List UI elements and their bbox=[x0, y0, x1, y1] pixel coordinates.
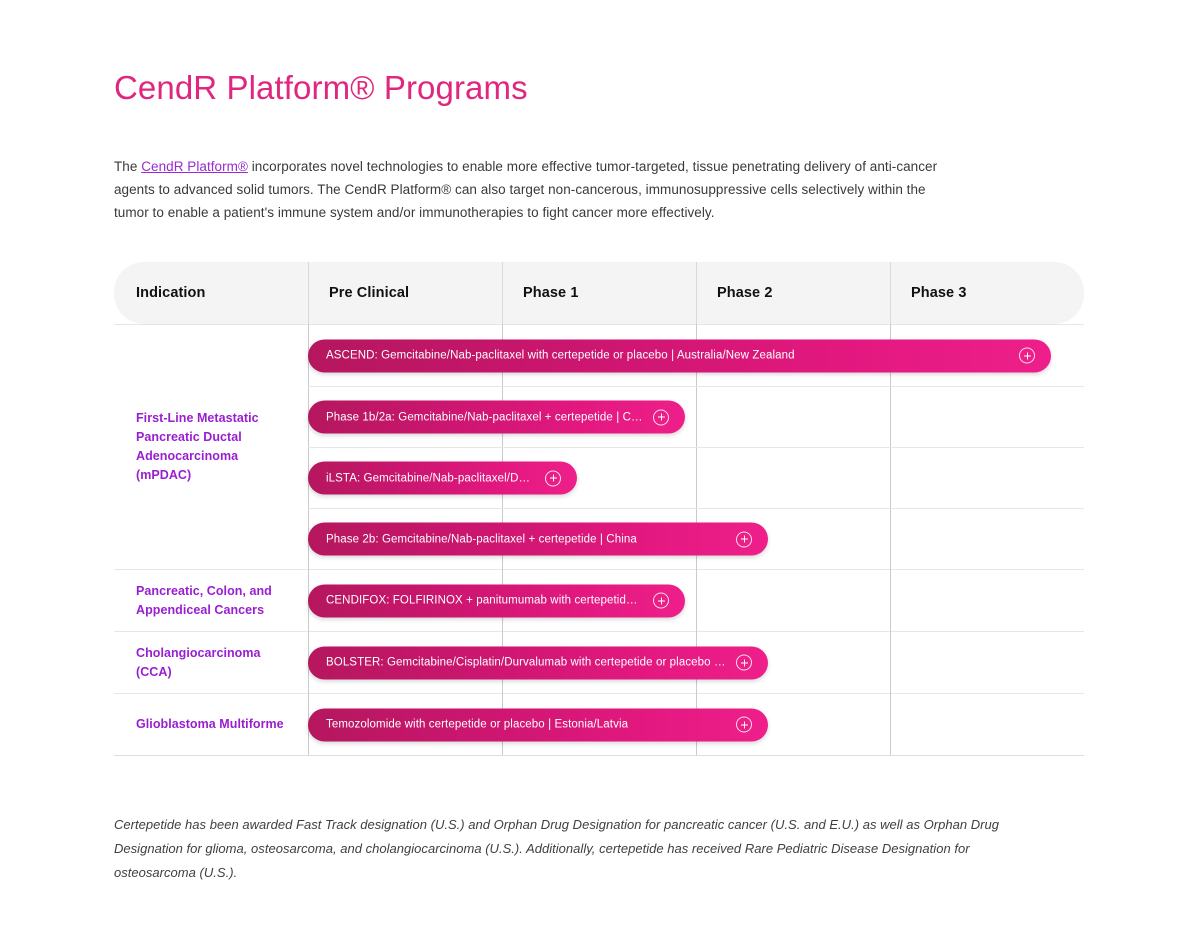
trial-label: iLSTA: Gemcitabine/Nab-paclitaxel/Dur… bbox=[326, 472, 541, 484]
column-header-phase-1-label: Phase 1 bbox=[523, 285, 579, 301]
indication-label: Cholangiocarcinoma (CCA) bbox=[136, 645, 261, 679]
trial-bar[interactable]: iLSTA: Gemcitabine/Nab-paclitaxel/Dur… bbox=[308, 461, 578, 495]
trial-subrow: ASCEND: Gemcitabine/Nab-paclitaxel with … bbox=[308, 325, 1084, 386]
trial-bar[interactable]: BOLSTER: Gemcitabine/Cisplatin/Durvaluma… bbox=[308, 646, 769, 679]
pipeline-body: First-Line Metastatic Pancreatic Ductal … bbox=[114, 324, 1084, 756]
indication-cell: First-Line Metastatic Pancreatic Ductal … bbox=[114, 325, 308, 569]
trial-label: Phase 1b/2a: Gemcitabine/Nab-paclitaxel … bbox=[326, 411, 643, 423]
column-header-pre-clinical: Pre Clinical bbox=[308, 262, 502, 324]
intro-text-before-link: The bbox=[114, 158, 142, 174]
trial-bar[interactable]: ASCEND: Gemcitabine/Nab-paclitaxel with … bbox=[308, 339, 1052, 372]
trial-subrow: BOLSTER: Gemcitabine/Cisplatin/Durvaluma… bbox=[308, 632, 1084, 693]
trial-label: ASCEND: Gemcitabine/Nab-paclitaxel with … bbox=[326, 349, 795, 362]
trial-subrow: Phase 2b: Gemcitabine/Nab-paclitaxel + c… bbox=[308, 508, 1084, 569]
cendr-platform-link[interactable]: CendR Platform® bbox=[141, 158, 248, 174]
column-header-phase-2: Phase 2 bbox=[696, 262, 890, 324]
indication-cell: Cholangiocarcinoma (CCA) bbox=[114, 632, 308, 693]
indication-label: First-Line Metastatic Pancreatic Ductal … bbox=[136, 411, 259, 482]
trial-label: BOLSTER: Gemcitabine/Cisplatin/Durvaluma… bbox=[326, 656, 726, 669]
page-title: CendR Platform® Programs bbox=[114, 69, 528, 107]
plus-circle-icon[interactable] bbox=[736, 716, 753, 733]
trial-subrow: iLSTA: Gemcitabine/Nab-paclitaxel/Dur… bbox=[308, 447, 1084, 508]
pipeline-table: Indication Pre Clinical Phase 1 Phase 2 … bbox=[114, 262, 1084, 756]
plus-circle-icon[interactable] bbox=[736, 531, 753, 547]
indication-label: Pancreatic, Colon, and Appendiceal Cance… bbox=[136, 583, 272, 617]
column-header-phase-2-label: Phase 2 bbox=[717, 285, 773, 301]
trial-bars-cell: ASCEND: Gemcitabine/Nab-paclitaxel with … bbox=[308, 325, 1084, 569]
column-header-pre-clinical-label: Pre Clinical bbox=[329, 285, 410, 301]
plus-circle-icon[interactable] bbox=[653, 592, 670, 609]
trial-bars-cell: Temozolomide with certepetide or placebo… bbox=[308, 694, 1084, 755]
indication-label: Glioblastoma Multiforme bbox=[136, 717, 284, 731]
column-divider-4 bbox=[890, 324, 891, 755]
footnote-text: Certepetide has been awarded Fast Track … bbox=[114, 817, 999, 880]
trial-bar[interactable]: CENDIFOX: FOLFIRINOX + panitumumab with … bbox=[308, 584, 686, 617]
indication-cell: Pancreatic, Colon, and Appendiceal Cance… bbox=[114, 570, 308, 631]
column-header-indication: Indication bbox=[114, 262, 308, 324]
trial-label: Phase 2b: Gemcitabine/Nab-paclitaxel + c… bbox=[326, 533, 637, 545]
plus-circle-icon[interactable] bbox=[653, 409, 670, 425]
table-row: Cholangiocarcinoma (CCA) BOLSTER: Gemcita… bbox=[114, 631, 1084, 693]
trial-bars-cell: CENDIFOX: FOLFIRINOX + panitumumab with … bbox=[308, 570, 1084, 631]
plus-circle-icon[interactable] bbox=[545, 470, 562, 486]
indication-cell: Glioblastoma Multiforme bbox=[114, 694, 308, 755]
intro-paragraph: The CendR Platform® incorporates novel t… bbox=[114, 155, 950, 224]
trial-subrow: Phase 1b/2a: Gemcitabine/Nab-paclitaxel … bbox=[308, 386, 1084, 447]
table-row: First-Line Metastatic Pancreatic Ductal … bbox=[114, 324, 1084, 569]
trial-bar[interactable]: Temozolomide with certepetide or placebo… bbox=[308, 708, 769, 741]
trial-label: CENDIFOX: FOLFIRINOX + panitumumab with … bbox=[326, 594, 654, 607]
trial-subrow: Temozolomide with certepetide or placebo… bbox=[308, 694, 1084, 755]
table-row: Glioblastoma Multiforme Temozolomide with… bbox=[114, 693, 1084, 755]
table-row: Pancreatic, Colon, and Appendiceal Cance… bbox=[114, 569, 1084, 631]
trial-bars-cell: BOLSTER: Gemcitabine/Cisplatin/Durvaluma… bbox=[308, 632, 1084, 693]
column-header-phase-1: Phase 1 bbox=[502, 262, 696, 324]
column-header-indication-label: Indication bbox=[136, 285, 206, 301]
column-header-phase-3-label: Phase 3 bbox=[911, 285, 967, 301]
trial-bar[interactable]: Phase 2b: Gemcitabine/Nab-paclitaxel + c… bbox=[308, 522, 769, 556]
trial-subrow: CENDIFOX: FOLFIRINOX + panitumumab with … bbox=[308, 570, 1084, 631]
intro-text-after-link: incorporates novel technologies to enabl… bbox=[114, 158, 938, 220]
plus-circle-icon[interactable] bbox=[736, 654, 753, 671]
pipeline-header-row: Indication Pre Clinical Phase 1 Phase 2 … bbox=[114, 262, 1084, 324]
plus-circle-icon[interactable] bbox=[1019, 347, 1036, 364]
trial-label: Temozolomide with certepetide or placebo… bbox=[326, 718, 629, 731]
trial-bar[interactable]: Phase 1b/2a: Gemcitabine/Nab-paclitaxel … bbox=[308, 400, 686, 434]
column-header-phase-3: Phase 3 bbox=[890, 262, 1084, 324]
